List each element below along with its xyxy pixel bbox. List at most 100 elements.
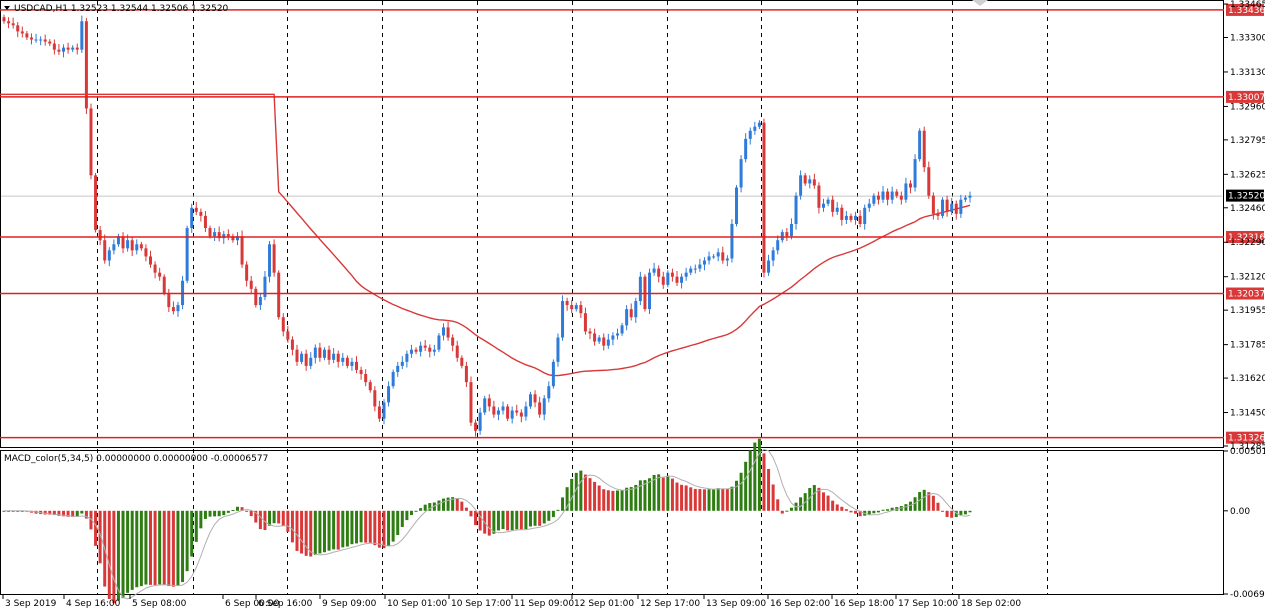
candle-body[interactable] — [606, 339, 610, 346]
candle-body[interactable] — [959, 199, 963, 214]
candle-body[interactable] — [735, 187, 739, 224]
candle-body[interactable] — [780, 232, 784, 241]
candle-body[interactable] — [428, 347, 432, 352]
candle-body[interactable] — [249, 280, 253, 289]
candle-body[interactable] — [698, 264, 702, 269]
candle-body[interactable] — [39, 39, 43, 41]
candle-body[interactable] — [327, 349, 331, 360]
candle-body[interactable] — [103, 240, 107, 261]
candle-body[interactable] — [501, 406, 505, 411]
candle-body[interactable] — [968, 195, 972, 198]
candle-body[interactable] — [300, 353, 304, 362]
candle-body[interactable] — [432, 349, 436, 352]
candle-body[interactable] — [167, 292, 171, 308]
candle-body[interactable] — [185, 228, 189, 281]
candle-body[interactable] — [684, 272, 688, 277]
candle-body[interactable] — [593, 333, 597, 342]
candle-body[interactable] — [908, 183, 912, 188]
candle-body[interactable] — [469, 382, 473, 423]
candle-body[interactable] — [588, 331, 592, 334]
candle-body[interactable] — [670, 272, 674, 277]
candle-body[interactable] — [84, 21, 88, 109]
candle-body[interactable] — [561, 301, 565, 338]
candle-body[interactable] — [753, 126, 757, 131]
candle-body[interactable] — [693, 268, 697, 270]
candle-body[interactable] — [666, 272, 670, 285]
candle-body[interactable] — [75, 47, 79, 50]
candle-body[interactable] — [638, 276, 642, 302]
candle-body[interactable] — [570, 305, 574, 310]
candle-body[interactable] — [52, 43, 56, 50]
candle-body[interactable] — [396, 365, 400, 372]
candle-body[interactable] — [460, 357, 464, 366]
candle-body[interactable] — [208, 228, 212, 237]
candle-body[interactable] — [48, 41, 52, 44]
candle-body[interactable] — [135, 244, 139, 251]
candle-body[interactable] — [213, 232, 217, 237]
candle-body[interactable] — [451, 337, 455, 346]
candle-body[interactable] — [840, 207, 844, 220]
candle-body[interactable] — [171, 307, 175, 312]
candle-body[interactable] — [757, 122, 761, 127]
candle-body[interactable] — [98, 230, 102, 241]
candle-body[interactable] — [29, 37, 33, 40]
candle-body[interactable] — [583, 313, 587, 332]
candle-body[interactable] — [611, 335, 615, 340]
candle-body[interactable] — [455, 345, 459, 358]
candle-body[interactable] — [258, 296, 262, 306]
candle-body[interactable] — [446, 327, 450, 338]
candle-body[interactable] — [107, 250, 111, 261]
candle-body[interactable] — [240, 236, 244, 265]
candle-body[interactable] — [922, 130, 926, 168]
candle-body[interactable] — [785, 232, 789, 237]
candle-body[interactable] — [387, 386, 391, 403]
candle-body[interactable] — [565, 301, 569, 306]
candle-body[interactable] — [62, 47, 66, 52]
candle-body[interactable] — [771, 250, 775, 261]
candle-body[interactable] — [153, 264, 157, 273]
candle-body[interactable] — [890, 191, 894, 200]
macd-histogram[interactable] — [2, 438, 972, 604]
candle-body[interactable] — [409, 349, 413, 354]
candle-body[interactable] — [222, 234, 226, 239]
candle-body[interactable] — [712, 256, 716, 258]
candle-body[interactable] — [268, 244, 272, 277]
candle-body[interactable] — [876, 195, 880, 200]
candle-body[interactable] — [112, 244, 116, 251]
candle-body[interactable] — [702, 260, 706, 265]
candle-body[interactable] — [675, 276, 679, 283]
candle-body[interactable] — [199, 211, 203, 216]
candle-body[interactable] — [954, 203, 958, 214]
candle-body[interactable] — [858, 215, 862, 224]
candle-body[interactable] — [547, 386, 551, 399]
candle-body[interactable] — [927, 167, 931, 196]
candle-body[interactable] — [149, 256, 153, 265]
candle-body[interactable] — [286, 331, 290, 340]
candle-body[interactable] — [739, 159, 743, 188]
candle-body[interactable] — [844, 215, 848, 220]
candle-body[interactable] — [355, 361, 359, 370]
candle-body[interactable] — [423, 345, 427, 348]
candle-body[interactable] — [931, 195, 935, 214]
candle-body[interactable] — [318, 347, 322, 358]
candle-body[interactable] — [391, 371, 395, 387]
candle-body[interactable] — [579, 305, 583, 314]
candle-body[interactable] — [629, 309, 633, 318]
candle-body[interactable] — [602, 337, 606, 346]
candle-body[interactable] — [217, 232, 221, 239]
candle-body[interactable] — [524, 406, 528, 417]
one-click-trading-icon[interactable] — [972, 0, 988, 6]
candle-body[interactable] — [16, 25, 20, 32]
candle-body[interactable] — [767, 260, 771, 273]
candle-body[interactable] — [474, 422, 478, 431]
candle-body[interactable] — [194, 207, 198, 212]
candle-body[interactable] — [615, 333, 619, 336]
candle-body[interactable] — [20, 31, 24, 34]
candle-body[interactable] — [7, 21, 11, 24]
candle-body[interactable] — [597, 337, 601, 342]
candle-body[interactable] — [803, 175, 807, 184]
candle-body[interactable] — [126, 240, 130, 249]
candle-body[interactable] — [776, 240, 780, 251]
horizontal-levels[interactable]: 1.33436 1.33007 1.32316 1.32037 1.31326 — [0, 3, 1265, 444]
candle-body[interactable] — [817, 185, 821, 208]
